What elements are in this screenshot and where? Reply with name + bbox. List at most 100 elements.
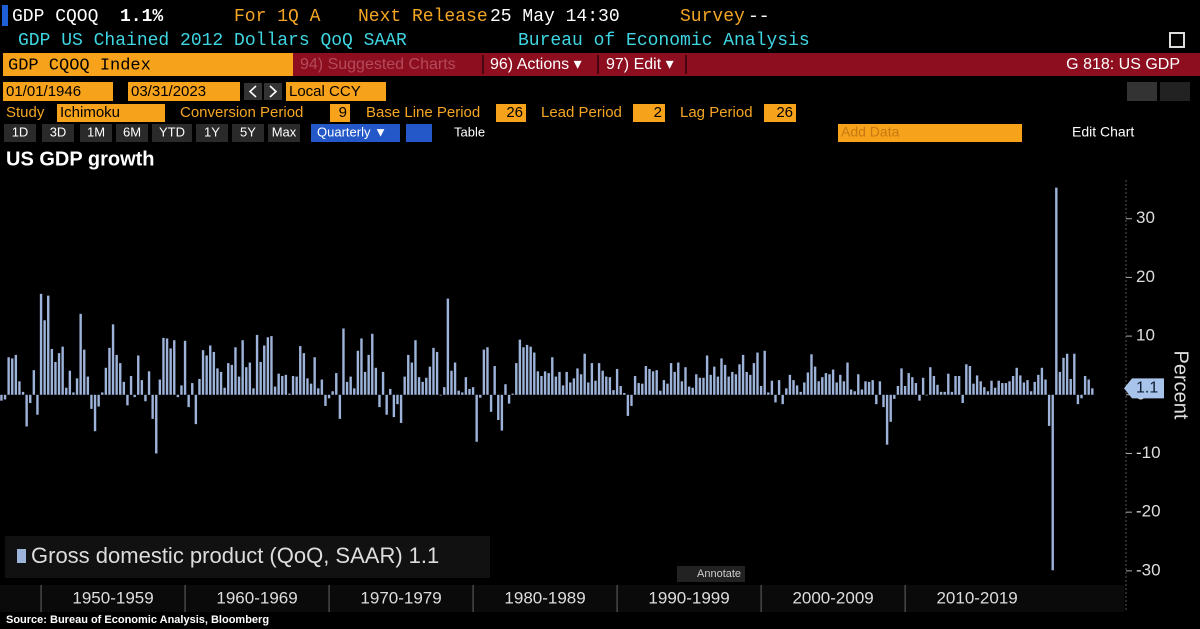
range-label[interactable]: YTD bbox=[159, 124, 185, 139]
release-label: Next Release bbox=[358, 7, 488, 27]
bar bbox=[511, 393, 514, 395]
menu-suggested[interactable]: 94) Suggested Charts bbox=[300, 56, 456, 73]
bar bbox=[705, 355, 709, 395]
bar bbox=[446, 298, 450, 395]
range-label[interactable]: 5Y bbox=[240, 124, 256, 139]
bar bbox=[695, 374, 698, 395]
currency-box[interactable] bbox=[286, 82, 386, 101]
currency[interactable]: Local CCY bbox=[289, 83, 361, 100]
bar bbox=[126, 394, 129, 406]
frequency-button[interactable] bbox=[311, 124, 400, 142]
x-tick-label: 1980-1989 bbox=[504, 588, 585, 607]
menu-edit[interactable]: 97) Edit ▾ bbox=[606, 56, 674, 73]
chart-type-button[interactable] bbox=[406, 124, 432, 142]
bar bbox=[849, 389, 853, 395]
param-value[interactable]: 9 bbox=[339, 104, 347, 121]
param-value[interactable]: 26 bbox=[776, 104, 793, 121]
bar bbox=[684, 367, 687, 395]
prev-button[interactable] bbox=[244, 83, 262, 100]
add-data[interactable]: Add Data bbox=[841, 124, 900, 140]
bar bbox=[536, 371, 540, 395]
bar bbox=[155, 394, 158, 454]
bar bbox=[777, 380, 781, 395]
menu-actions[interactable]: 96) Actions ▾ bbox=[490, 56, 582, 73]
param-box[interactable] bbox=[330, 104, 350, 122]
range-label[interactable]: 3D bbox=[50, 124, 67, 139]
bar bbox=[367, 354, 370, 395]
start-date[interactable]: 01/01/1946 bbox=[6, 83, 81, 100]
redo[interactable] bbox=[1160, 82, 1190, 101]
bar bbox=[248, 362, 252, 395]
range-label[interactable]: 1Y bbox=[204, 124, 220, 139]
bar bbox=[399, 394, 403, 423]
date-box[interactable] bbox=[128, 82, 240, 101]
param-value[interactable]: 2 bbox=[654, 104, 662, 121]
bar bbox=[630, 394, 633, 406]
bar bbox=[957, 376, 961, 395]
bar bbox=[21, 391, 25, 395]
bar bbox=[579, 374, 583, 395]
bar bbox=[587, 382, 590, 395]
date-box[interactable] bbox=[3, 82, 113, 101]
bar bbox=[853, 391, 856, 395]
next-button[interactable] bbox=[264, 83, 282, 100]
param-box[interactable] bbox=[496, 104, 526, 122]
range-label[interactable]: Max bbox=[272, 124, 297, 139]
security-box[interactable] bbox=[3, 53, 293, 76]
param-box[interactable] bbox=[764, 104, 796, 122]
range-button[interactable] bbox=[42, 124, 74, 142]
range-button[interactable] bbox=[196, 124, 228, 142]
range-button[interactable] bbox=[268, 124, 300, 142]
bar bbox=[867, 381, 871, 395]
bar bbox=[882, 394, 885, 408]
range-label[interactable]: 1D bbox=[12, 124, 29, 139]
range-button[interactable] bbox=[232, 124, 264, 142]
range-label[interactable]: 6M bbox=[123, 124, 141, 139]
range-button[interactable] bbox=[4, 124, 36, 142]
description: GDP US Chained 2012 Dollars QoQ SAAR bbox=[18, 31, 407, 51]
param-value[interactable]: 26 bbox=[506, 104, 523, 121]
range-button[interactable] bbox=[80, 124, 112, 142]
bar bbox=[939, 391, 943, 395]
survey-label: Survey bbox=[680, 7, 745, 27]
bar bbox=[245, 367, 248, 395]
table[interactable]: Table bbox=[454, 124, 485, 139]
frequency[interactable]: Quarterly ▼ bbox=[317, 124, 387, 139]
annotate-button[interactable] bbox=[677, 566, 745, 582]
study-box[interactable] bbox=[57, 104, 165, 122]
range-button[interactable] bbox=[116, 124, 148, 142]
bar bbox=[18, 381, 21, 395]
bar bbox=[1026, 380, 1029, 395]
security[interactable]: GDP CQOQ Index bbox=[8, 56, 151, 75]
bar bbox=[842, 381, 846, 395]
bar bbox=[785, 388, 788, 395]
export-icon[interactable] bbox=[1169, 32, 1185, 48]
param-box[interactable] bbox=[633, 104, 665, 122]
bar bbox=[363, 371, 367, 395]
bar bbox=[11, 358, 14, 395]
bar bbox=[187, 394, 190, 408]
annotate[interactable]: Annotate bbox=[697, 568, 741, 580]
bar bbox=[734, 374, 738, 395]
bar bbox=[101, 392, 104, 395]
bar bbox=[633, 376, 637, 395]
bar bbox=[561, 385, 565, 395]
add-data-box[interactable] bbox=[838, 124, 1022, 142]
edit-chart[interactable]: Edit Chart bbox=[1072, 124, 1134, 140]
bar bbox=[907, 373, 910, 395]
bar bbox=[381, 371, 385, 395]
bar bbox=[219, 371, 223, 395]
end-date[interactable]: 03/31/2023 bbox=[131, 83, 206, 100]
bar bbox=[176, 394, 180, 398]
bar bbox=[648, 368, 651, 395]
bar bbox=[1029, 391, 1033, 395]
range-button[interactable] bbox=[152, 124, 192, 142]
bar bbox=[1011, 376, 1015, 395]
bar bbox=[1051, 394, 1054, 571]
next-icon bbox=[269, 85, 278, 98]
bar bbox=[371, 333, 374, 395]
study[interactable]: Ichimoku bbox=[60, 104, 120, 121]
undo[interactable] bbox=[1127, 82, 1157, 101]
range-label[interactable]: 1M bbox=[87, 124, 105, 139]
bar bbox=[97, 394, 100, 407]
